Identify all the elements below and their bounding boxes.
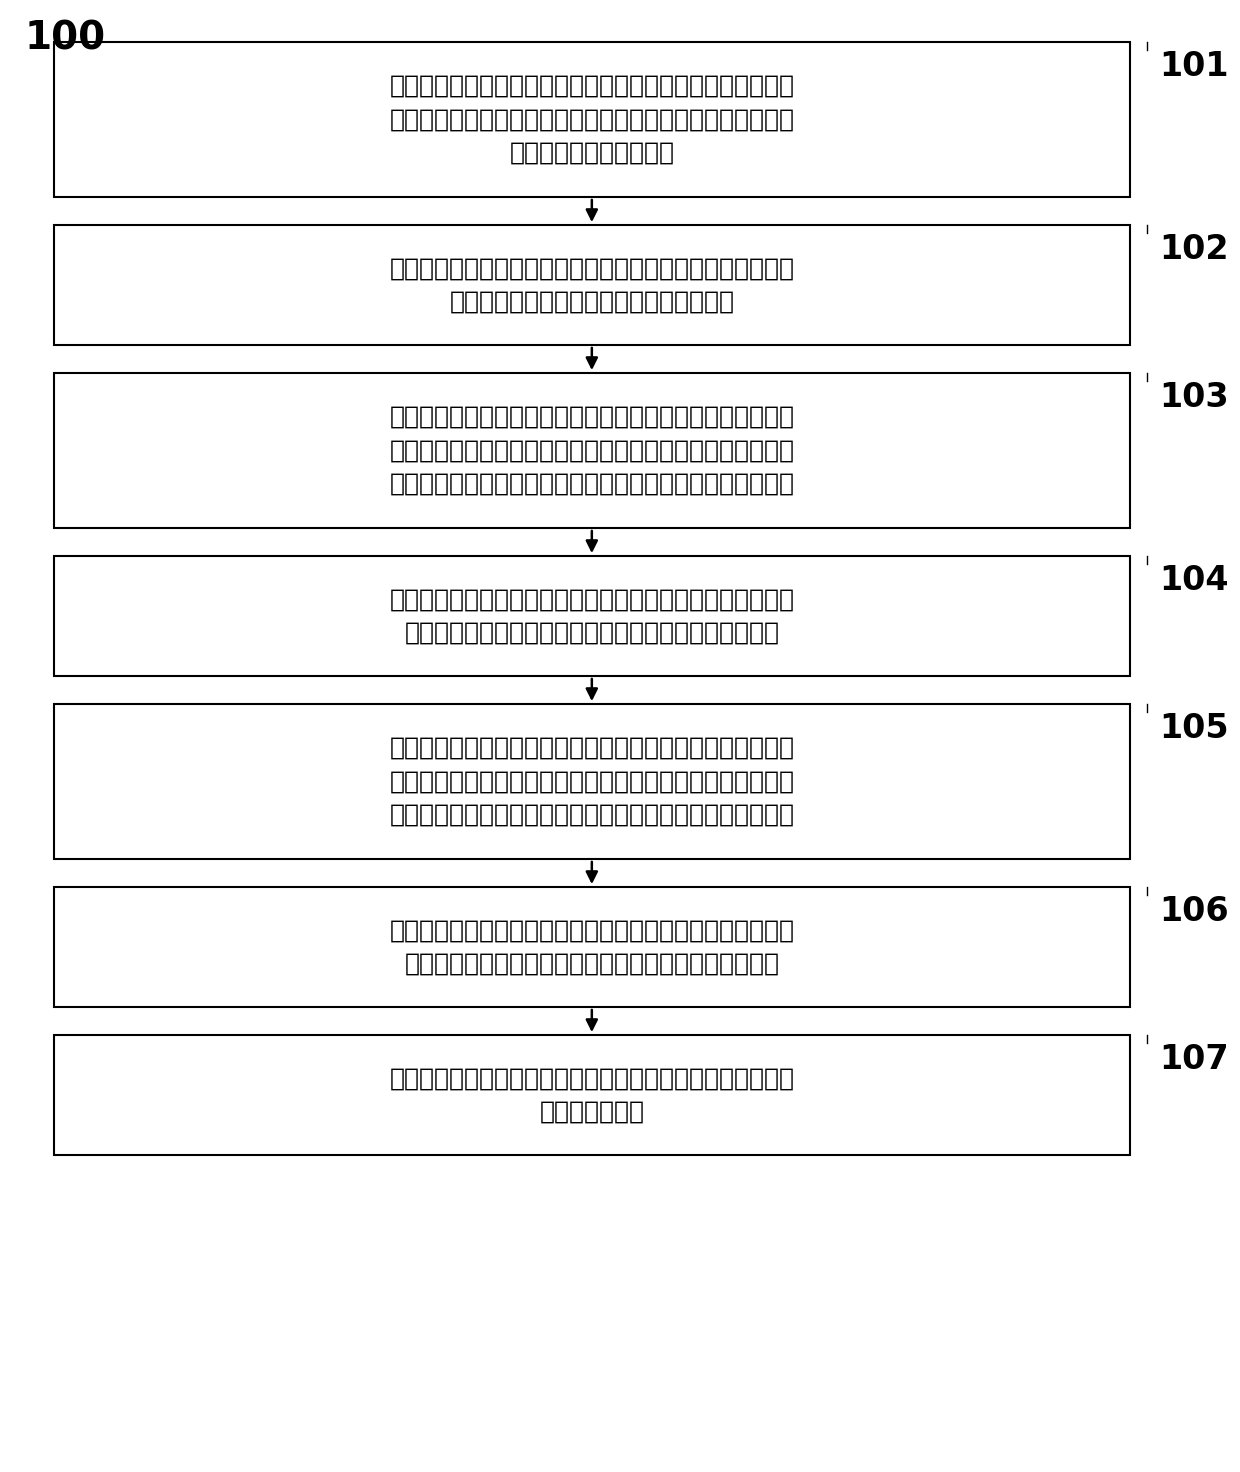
Text: 100: 100 bbox=[25, 21, 105, 57]
FancyBboxPatch shape bbox=[53, 888, 1130, 1007]
Text: 确定所述变压器每侧的自产零序电压和外接零序电压，判断所
述变压器的每一侧是否均满足该侧的自产零序电压和外接零序
电压的相对误差小于等于第二预设阈值，并获取第三判: 确定所述变压器每侧的自产零序电压和外接零序电压，判断所 述变压器的每一侧是否均满… bbox=[389, 736, 795, 827]
FancyBboxPatch shape bbox=[53, 43, 1130, 197]
Text: 106: 106 bbox=[1159, 895, 1229, 927]
FancyBboxPatch shape bbox=[53, 225, 1130, 344]
FancyBboxPatch shape bbox=[53, 704, 1130, 860]
Text: 当所述第三判断结果指示均满足时，确定所述变压器每侧的自
产零序电压和外接零序电压的置信度均为第一置信度阈值: 当所述第三判断结果指示均满足时，确定所述变压器每侧的自 产零序电压和外接零序电压… bbox=[389, 919, 795, 976]
Text: 105: 105 bbox=[1159, 712, 1229, 745]
Text: 当保护装置启动时，判断变压器的每一侧每一相是否均满足该
相的阻抗计算值与阻抗基准值的相对误差小于等于第一预设阈
值，并获取第一判断结果: 当保护装置启动时，判断变压器的每一侧每一相是否均满足该 相的阻抗计算值与阻抗基准… bbox=[389, 74, 795, 165]
Text: 103: 103 bbox=[1159, 381, 1229, 414]
Text: 104: 104 bbox=[1159, 564, 1229, 598]
Text: 107: 107 bbox=[1159, 1044, 1229, 1076]
Text: 根据所述变压器每侧的电气量进行主保护和后备保护的逻辑计
算，并动作出口: 根据所述变压器每侧的电气量进行主保护和后备保护的逻辑计 算，并动作出口 bbox=[389, 1066, 795, 1123]
Text: 当所述第一判断结果指示均满足时，确定所述变压器每侧的相
电流和相电压的置信度均为第一置信度阈值: 当所述第一判断结果指示均满足时，确定所述变压器每侧的相 电流和相电压的置信度均为… bbox=[389, 256, 795, 314]
Text: 102: 102 bbox=[1159, 233, 1229, 266]
Text: 101: 101 bbox=[1159, 50, 1229, 82]
FancyBboxPatch shape bbox=[53, 372, 1130, 528]
Text: 确定所述变压器每侧的自产零序电流和外接零序电流，判断所
述变压器的每一侧是否均满足该侧的自产零序电流和外接零序
电流的相对误差小于等于第二预设阈值，并获取第二判: 确定所述变压器每侧的自产零序电流和外接零序电流，判断所 述变压器的每一侧是否均满… bbox=[389, 405, 795, 496]
FancyBboxPatch shape bbox=[53, 1035, 1130, 1156]
FancyBboxPatch shape bbox=[53, 556, 1130, 676]
Text: 当所述第二判断结果指示均满足时，确定所述变压器每侧的自
产零序电流和外接零序电流的置信度均为第一置信度阈值: 当所述第二判断结果指示均满足时，确定所述变压器每侧的自 产零序电流和外接零序电流… bbox=[389, 587, 795, 645]
